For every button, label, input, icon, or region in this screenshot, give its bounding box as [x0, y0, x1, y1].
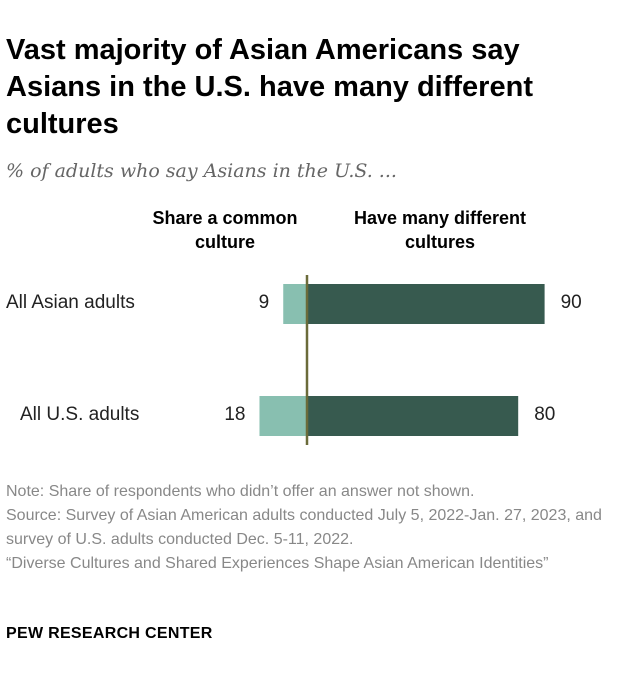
category-label: All Asian adults [6, 292, 135, 313]
column-header-different: Have many different cultures [353, 208, 527, 252]
bar-different-cultures [307, 284, 545, 324]
value-label-different: 90 [560, 292, 582, 313]
notes: Note: Share of respondents who didn’t of… [6, 480, 616, 576]
value-label-common: 18 [224, 404, 246, 425]
source-text: Source: Survey of Asian American adults … [6, 507, 602, 548]
bar-common-culture [283, 284, 307, 324]
value-label-different: 80 [534, 404, 556, 425]
chart-title: Vast majority of Asian Americans say Asi… [6, 34, 533, 140]
value-label-common: 9 [258, 292, 270, 313]
report-title: “Diverse Cultures and Shared Experiences… [6, 555, 549, 572]
category-label: All U.S. adults [20, 404, 140, 425]
note-text: Note: Share of respondents who didn’t of… [6, 483, 475, 500]
chart-subtitle: % of adults who say Asians in the U.S. .… [6, 160, 397, 182]
bar-common-culture [259, 396, 307, 436]
column-header-common: Share a common culture [152, 208, 298, 252]
bar-different-cultures [307, 396, 519, 436]
brand-logo: PEW RESEARCH CENTER [6, 625, 213, 642]
